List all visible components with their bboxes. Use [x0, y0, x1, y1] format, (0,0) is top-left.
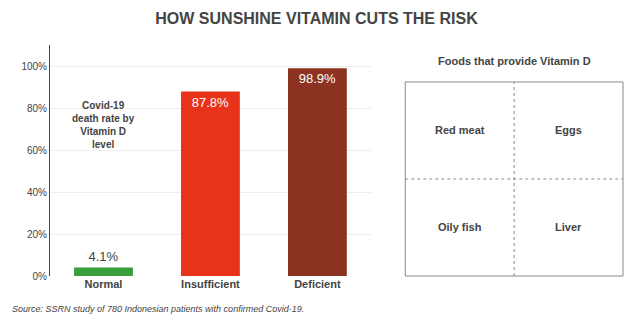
svg-text:HOW SUNSHINE VITAMIN CUTS THE: HOW SUNSHINE VITAMIN CUTS THE RISK	[155, 10, 478, 27]
svg-text:40%: 40%	[27, 187, 47, 198]
svg-text:Oily fish: Oily fish	[438, 221, 482, 233]
svg-text:0%: 0%	[33, 271, 48, 282]
svg-text:Insufficient: Insufficient	[181, 278, 240, 290]
svg-text:60%: 60%	[27, 145, 47, 156]
svg-text:100%: 100%	[21, 61, 47, 72]
svg-text:Normal: Normal	[85, 278, 123, 290]
svg-text:Covid-19death rate byVitamin D: Covid-19death rate byVitamin Dlevel	[72, 100, 135, 150]
svg-text:Eggs: Eggs	[555, 124, 582, 136]
svg-text:80%: 80%	[27, 103, 47, 114]
svg-text:Foods that provide Vitamin D: Foods that provide Vitamin D	[438, 55, 591, 67]
svg-text:98.9%: 98.9%	[299, 71, 336, 86]
svg-text:Liver: Liver	[555, 221, 582, 233]
svg-text:Source: SSRN study of 780 Indo: Source: SSRN study of 780 Indonesian pat…	[12, 304, 304, 314]
svg-text:Red meat: Red meat	[435, 124, 485, 136]
svg-text:4.1%: 4.1%	[88, 249, 118, 264]
svg-text:Deficient: Deficient	[294, 278, 341, 290]
svg-text:87.8%: 87.8%	[192, 95, 229, 110]
svg-text:20%: 20%	[27, 229, 47, 240]
